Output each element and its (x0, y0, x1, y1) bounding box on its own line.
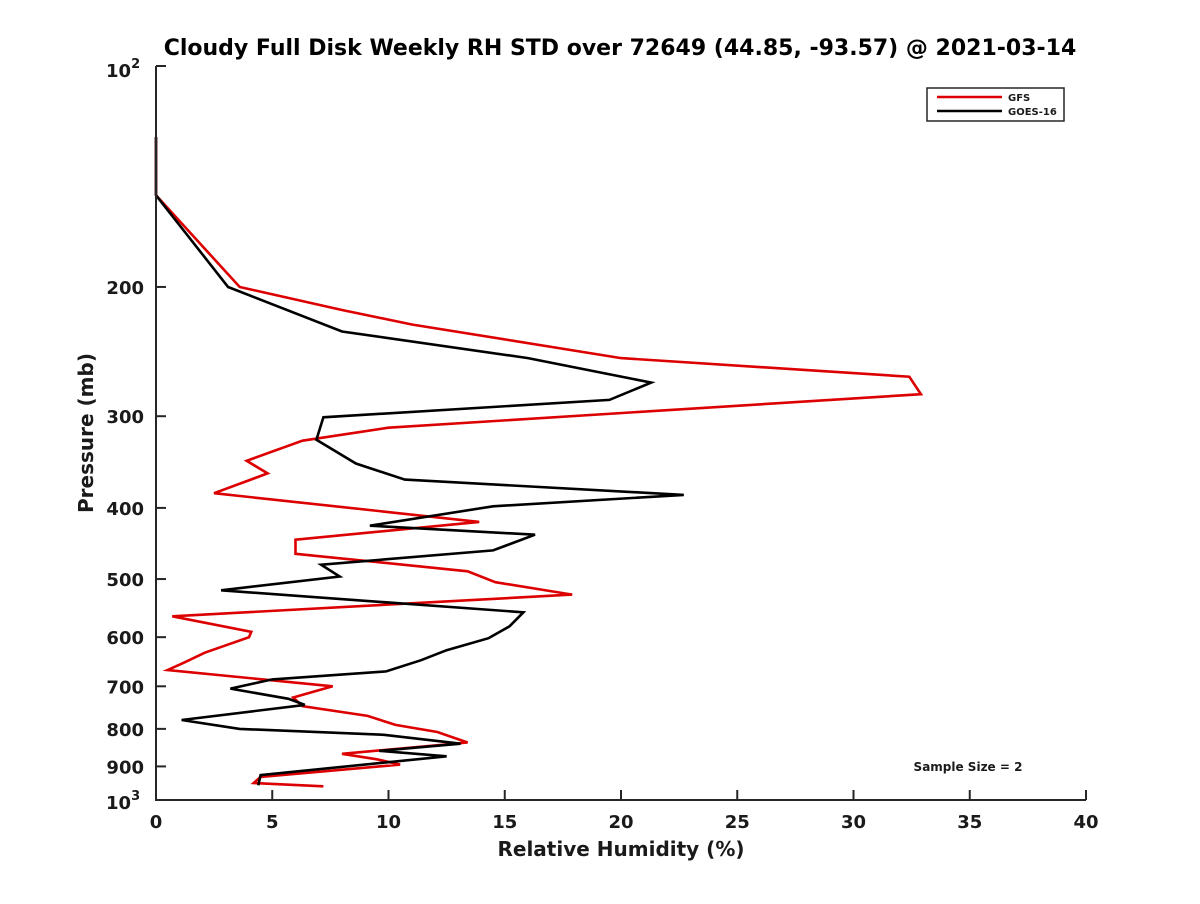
y-tick-label-3: 500 (106, 570, 144, 591)
series-line-0 (154, 137, 924, 788)
x-tick-label-7: 35 (957, 812, 982, 833)
legend-label-gfs: GFS (1008, 93, 1030, 104)
x-tick-label-8: 40 (1073, 812, 1098, 833)
y-tick-label-4: 600 (106, 628, 144, 649)
x-tick-label-2: 10 (376, 812, 401, 833)
y-tick-label-6: 800 (106, 720, 144, 741)
x-tick-label-4: 20 (608, 812, 633, 833)
y-top-base: 10 (106, 61, 131, 82)
y-tick-label-1: 300 (106, 407, 144, 428)
y-tick-label-top: 102 (106, 57, 140, 82)
y-tick-label-5: 700 (106, 677, 144, 698)
chart-title: Cloudy Full Disk Weekly RH STD over 7264… (164, 36, 1077, 61)
legend-label-goes16: GOES-16 (1008, 107, 1057, 118)
y-tick-label-7: 900 (106, 757, 144, 778)
series-layer (154, 137, 924, 788)
y-axis-label: Pressure (mb) (74, 353, 98, 513)
legend-box (926, 87, 1065, 122)
x-ticks: 0 5 10 15 20 25 30 35 40 (150, 790, 1099, 833)
x-tick-label-0: 0 (150, 812, 163, 833)
y-tick-label-bottom: 103 (106, 789, 140, 814)
x-tick-label-3: 15 (492, 812, 517, 833)
x-tick-label-5: 25 (725, 812, 750, 833)
x-axis-label: Relative Humidity (%) (497, 837, 744, 861)
y-bottom-base: 10 (106, 793, 131, 814)
y-tick-label-2: 400 (106, 499, 144, 520)
sample-size-annotation: Sample Size = 2 (914, 760, 1023, 774)
series-line-1 (154, 137, 684, 786)
y-top-exponent: 2 (131, 57, 140, 72)
x-tick-label-6: 30 (841, 812, 866, 833)
y-tick-label-0: 200 (106, 278, 144, 299)
legend: GFS GOES-16 (926, 87, 1065, 122)
y-bottom-exponent: 3 (131, 789, 140, 804)
y-ticks: 200 300 400 500 600 700 800 900 (106, 65, 166, 801)
x-tick-label-1: 5 (266, 812, 279, 833)
plot-area: 0 5 10 15 20 25 30 35 40 200 300 400 500 600 700 800 90… (106, 65, 1099, 833)
